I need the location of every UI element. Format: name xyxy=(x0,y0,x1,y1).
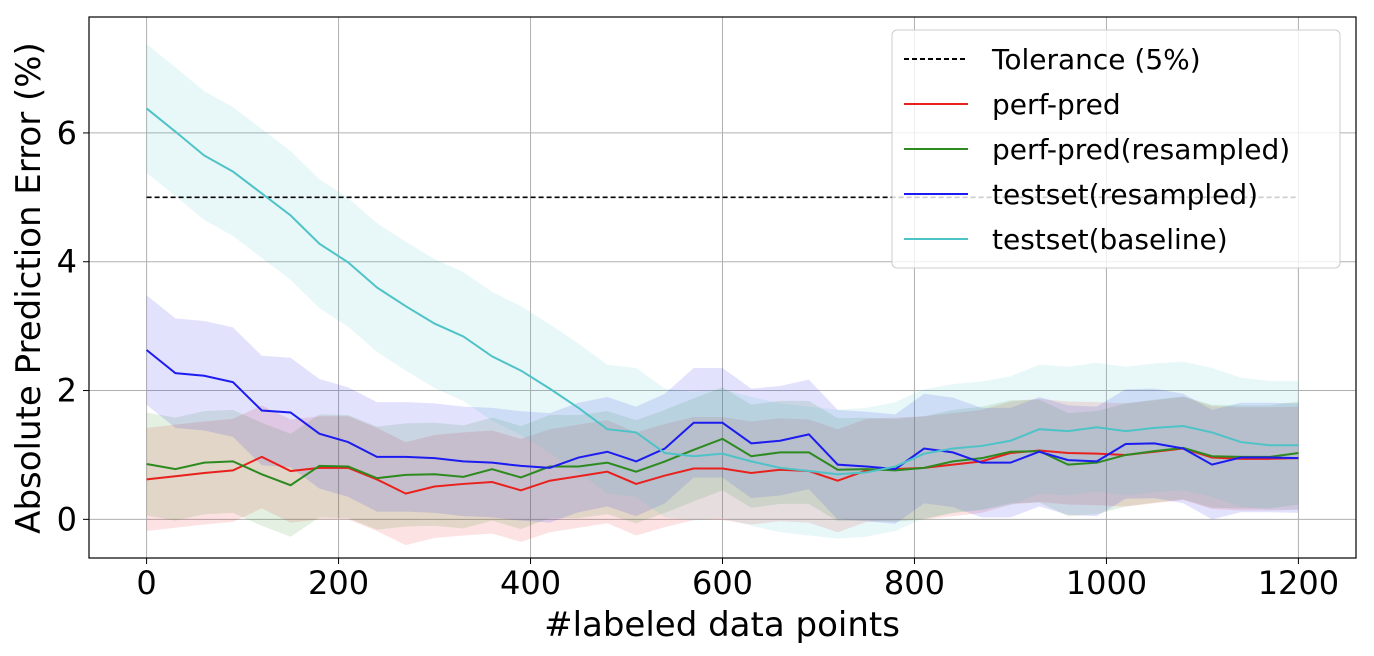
legend-label: perf-pred xyxy=(992,88,1121,121)
legend-box xyxy=(891,29,1341,269)
x-tick-label: 600 xyxy=(692,564,753,602)
series-line xyxy=(145,107,1299,476)
tick-labels: 0 200 400 600 800 1000 1200 0 2 4 6 xyxy=(57,114,1339,602)
confidence-band xyxy=(146,387,1299,537)
legend-label: perf-pred(resampled) xyxy=(992,133,1290,166)
confidence-band xyxy=(146,295,1299,524)
confidence-bands xyxy=(146,44,1299,546)
x-tick-label: 400 xyxy=(500,564,561,602)
y-tick-label: 4 xyxy=(57,243,77,281)
series-line xyxy=(145,349,1299,471)
y-tick-label: 6 xyxy=(57,114,77,152)
x-axis-title: #labeled data points xyxy=(544,605,900,645)
legend-label: testset(baseline) xyxy=(992,223,1228,256)
plot-frame xyxy=(88,16,1357,559)
x-tick-label: 0 xyxy=(136,564,156,602)
legend-label: Tolerance (5%) xyxy=(991,43,1201,76)
y-axis-title: Absolute Prediction Error (%) xyxy=(9,42,49,534)
confidence-band xyxy=(146,44,1299,539)
y-tick-label: 0 xyxy=(57,500,77,538)
legend-label: testset(resampled) xyxy=(992,178,1258,211)
series-line xyxy=(146,437,1299,487)
x-tick-label: 800 xyxy=(884,564,945,602)
series-line xyxy=(146,447,1299,495)
legend: Tolerance (5%) perf-pred perf-pred(resampl… xyxy=(891,29,1341,269)
axes xyxy=(83,16,1357,564)
x-tick-label: 1000 xyxy=(1066,564,1147,602)
y-tick-label: 2 xyxy=(57,372,77,410)
series-lines xyxy=(145,107,1299,495)
confidence-band xyxy=(146,396,1299,546)
x-tick-label: 1200 xyxy=(1258,564,1339,602)
x-tick-label: 200 xyxy=(308,564,369,602)
